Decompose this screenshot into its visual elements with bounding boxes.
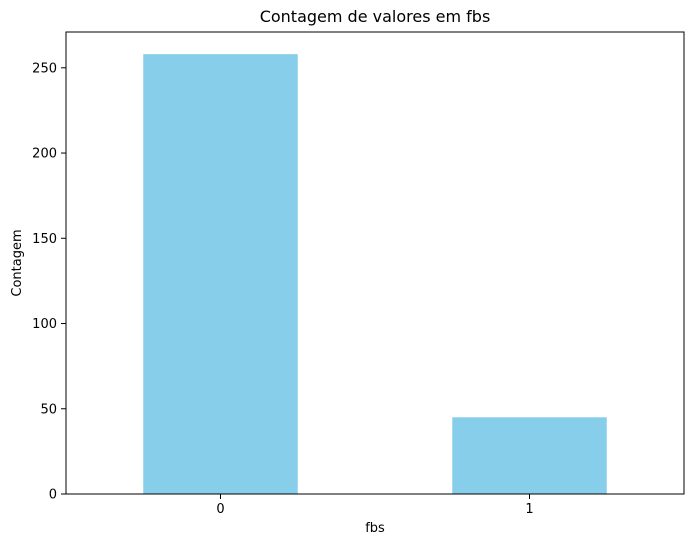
- y-tick-label: 150: [32, 232, 57, 247]
- y-tick-label: 100: [32, 317, 57, 332]
- y-tick-label: 200: [32, 147, 57, 162]
- x-tick-label: 0: [216, 502, 224, 517]
- y-tick-label: 0: [49, 488, 57, 503]
- bars-group: [143, 54, 607, 495]
- chart-title: Contagem de valores em fbs: [260, 7, 491, 26]
- bar-0: [143, 54, 298, 495]
- plot-frame: [65, 31, 685, 495]
- bar-1: [452, 417, 607, 494]
- y-tick-label: 250: [32, 61, 57, 76]
- x-axis-label: fbs: [365, 521, 385, 536]
- x-tick-label: 1: [525, 502, 533, 517]
- y-axis-label: Contagem: [10, 229, 25, 296]
- y-axis: 0 50 100 150 200 250: [32, 61, 66, 503]
- y-tick-label: 50: [40, 402, 57, 417]
